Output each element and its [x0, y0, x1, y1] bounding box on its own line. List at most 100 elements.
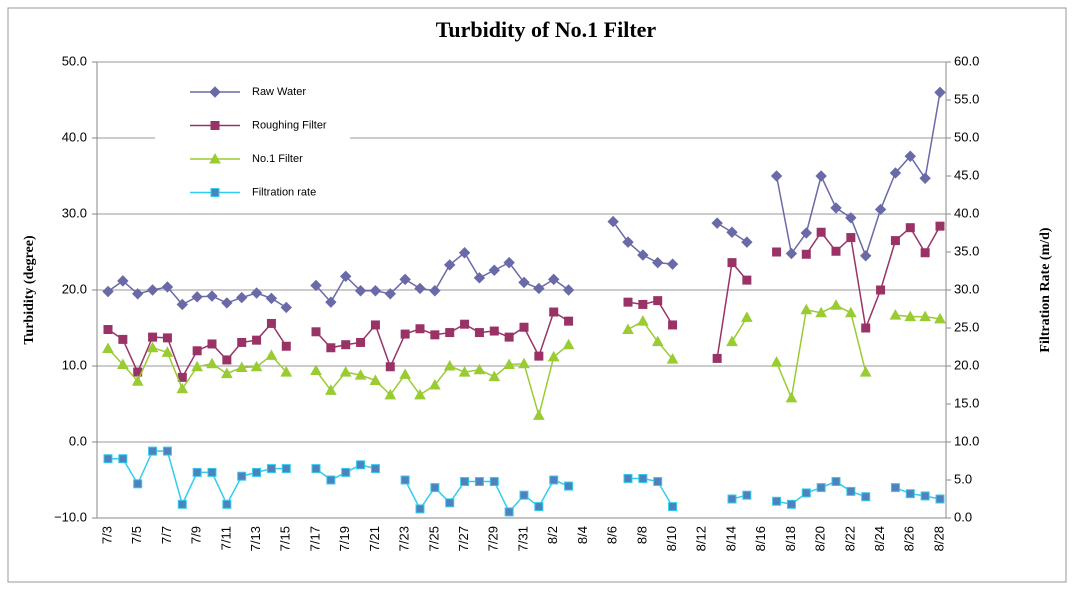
marker	[206, 290, 218, 302]
marker	[415, 324, 425, 334]
marker	[800, 303, 813, 315]
marker	[250, 360, 263, 372]
marker	[384, 388, 397, 400]
marker	[534, 502, 544, 512]
marker	[934, 86, 946, 99]
x-tick-label: 7/17	[307, 526, 322, 551]
x-tick-label: 7/11	[218, 526, 233, 550]
y2-tick-label: 30.0	[954, 281, 979, 296]
marker	[133, 479, 143, 489]
marker	[460, 477, 470, 487]
marker	[192, 346, 202, 356]
marker	[846, 486, 856, 496]
marker	[785, 247, 798, 260]
marker	[920, 491, 930, 501]
marker	[354, 285, 367, 297]
marker	[385, 362, 395, 372]
y-tick-label: −10.0	[54, 509, 87, 524]
marker	[221, 367, 233, 379]
marker	[653, 477, 663, 487]
y2-tick-label: 0.0	[954, 509, 972, 524]
marker	[815, 306, 827, 318]
x-tick-label: 7/13	[248, 526, 263, 551]
marker	[430, 330, 440, 340]
marker	[801, 249, 811, 259]
marker	[637, 249, 649, 261]
marker	[845, 306, 857, 318]
marker	[209, 86, 221, 98]
marker	[326, 343, 336, 353]
marker	[547, 350, 560, 362]
x-tick-label: 8/12	[694, 526, 709, 551]
x-tick-label: 7/9	[189, 526, 204, 544]
y-axis-title: Turbidity (degree)	[22, 235, 37, 345]
marker	[326, 475, 336, 485]
marker	[161, 346, 174, 357]
marker	[103, 325, 113, 335]
marker	[919, 172, 931, 184]
marker	[816, 483, 826, 493]
marker	[176, 298, 188, 311]
x-tick-label: 8/6	[605, 526, 620, 544]
marker	[860, 250, 872, 262]
marker	[400, 329, 410, 339]
marker	[118, 334, 128, 344]
marker	[874, 203, 887, 216]
marker	[904, 150, 916, 162]
marker	[429, 285, 441, 297]
marker	[533, 409, 545, 420]
marker	[564, 481, 574, 491]
x-tick-label: 7/29	[486, 526, 501, 551]
marker	[830, 202, 842, 214]
x-tick-label: 8/2	[545, 526, 560, 544]
marker	[889, 167, 902, 179]
marker	[148, 446, 158, 456]
marker	[489, 326, 499, 336]
marker	[131, 375, 144, 386]
x-tick-label: 8/14	[723, 526, 738, 551]
marker	[920, 248, 930, 258]
x-tick-label: 7/25	[426, 526, 441, 551]
marker	[281, 464, 291, 474]
marker	[727, 494, 737, 504]
marker	[772, 247, 782, 257]
marker	[354, 369, 367, 380]
marker	[652, 256, 664, 269]
x-tick-label: 7/7	[159, 526, 174, 544]
marker	[830, 299, 842, 310]
marker	[103, 454, 113, 464]
marker	[846, 233, 856, 243]
marker	[533, 282, 545, 295]
y-tick-label: 40.0	[62, 129, 87, 144]
marker	[474, 477, 484, 487]
marker	[503, 256, 515, 269]
marker	[266, 464, 276, 474]
marker	[549, 307, 559, 317]
x-tick-label: 7/31	[515, 526, 530, 551]
marker	[785, 391, 798, 403]
legend-label: Filtration rate	[252, 186, 316, 198]
marker	[250, 287, 263, 299]
marker	[861, 323, 871, 333]
marker	[800, 227, 812, 239]
marker	[638, 299, 648, 309]
marker	[889, 309, 902, 320]
marker	[415, 504, 425, 514]
marker	[548, 273, 560, 286]
y2-tick-label: 35.0	[954, 243, 979, 258]
marker	[801, 488, 811, 498]
marker	[622, 323, 634, 335]
marker	[311, 464, 321, 474]
marker	[519, 490, 529, 500]
marker	[341, 467, 351, 477]
y2-tick-label: 60.0	[954, 53, 979, 68]
marker	[161, 281, 174, 293]
marker	[890, 483, 900, 493]
marker	[400, 475, 410, 485]
marker	[207, 339, 217, 349]
marker	[162, 333, 172, 343]
x-tick-label: 7/27	[456, 526, 471, 551]
y2-tick-label: 40.0	[954, 205, 979, 220]
marker	[177, 499, 187, 509]
